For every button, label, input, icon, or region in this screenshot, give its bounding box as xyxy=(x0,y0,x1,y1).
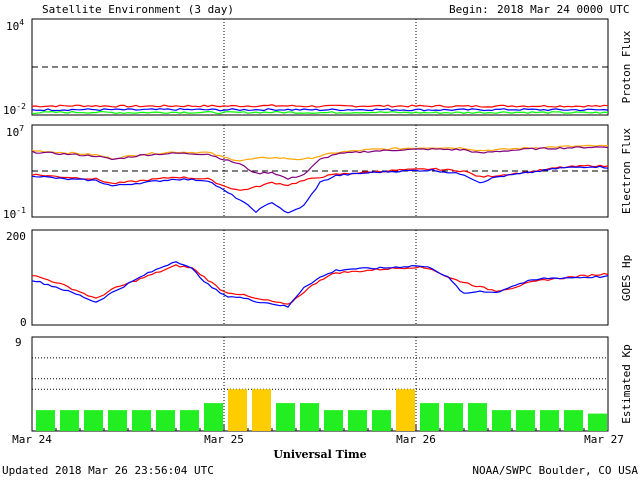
kp-bar-11 xyxy=(300,403,319,431)
kp-bar-14 xyxy=(372,410,391,431)
kp-bar-18 xyxy=(468,403,487,431)
kp-bar-13 xyxy=(348,410,367,431)
time-axis xyxy=(31,425,609,431)
kp-bar-23 xyxy=(588,413,607,431)
kp-ytick-top: 9 xyxy=(15,336,22,349)
begin-label: Begin: xyxy=(449,3,489,16)
kp-bar-15 xyxy=(396,389,415,431)
kp-bar-22 xyxy=(564,410,583,431)
kp-bar-16 xyxy=(420,403,439,431)
electron-series-purple xyxy=(31,146,609,180)
electron-panel-frame xyxy=(31,124,609,218)
electron-series-red xyxy=(31,164,609,191)
kp-bar-6 xyxy=(180,410,199,431)
proton-series-red xyxy=(31,104,609,108)
kp-bar-12 xyxy=(324,410,343,431)
proton-ytick-top-exp: 4 xyxy=(19,18,24,27)
kp-chart xyxy=(32,336,608,431)
proton-ytick-bottom: 10-2 xyxy=(3,102,26,117)
proton-series-green xyxy=(31,110,609,115)
kp-bar-2 xyxy=(84,410,103,431)
hp-ytick-bottom: 0 xyxy=(20,316,27,329)
goes_hp-series-blue xyxy=(31,261,609,308)
xtick-mar25: Mar 25 xyxy=(204,433,244,446)
kp-bar-10 xyxy=(276,403,295,431)
electron-ytick-top-exp: 7 xyxy=(19,124,24,133)
xtick-mar24: Mar 24 xyxy=(12,433,52,446)
electron-flux-chart xyxy=(31,125,609,217)
kp-bar-9 xyxy=(252,389,271,431)
electron-series-blue xyxy=(31,165,609,214)
kp-bar-21 xyxy=(540,410,559,431)
source-credit: NOAA/SWPC Boulder, CO USA xyxy=(472,464,638,477)
kp-bar-7 xyxy=(204,403,223,431)
kp-bar-3 xyxy=(108,410,127,431)
electron-ytick-bottom: 10-1 xyxy=(3,206,26,221)
electron-ytick-top: 107 xyxy=(6,124,24,139)
electron-ytick-bottom-exp: -1 xyxy=(16,206,26,215)
updated-timestamp: Updated 2018 Mar 26 23:56:04 UTC xyxy=(2,464,214,477)
proton-ytick-top: 104 xyxy=(6,18,24,33)
goes-hp-chart xyxy=(31,230,609,325)
proton-panel-frame xyxy=(31,18,609,116)
kp-bar-8 xyxy=(228,389,247,431)
kp-bar-4 xyxy=(132,410,151,431)
goes_hp-series-red xyxy=(31,264,609,305)
kp-bar-20 xyxy=(516,410,535,431)
kp-bar-19 xyxy=(492,410,511,431)
electron-series-orange xyxy=(31,144,608,162)
begin-value: 2018 Mar 24 0000 UTC xyxy=(497,3,629,16)
proton-ytick-bottom-exp: -2 xyxy=(16,102,26,111)
hp-ytick-top: 200 xyxy=(6,230,26,243)
plot-title: Satellite Environment (3 day) xyxy=(42,3,234,16)
kp-bar-0 xyxy=(36,410,55,431)
goes-hp-panel-frame xyxy=(31,229,609,326)
xaxis-title: Universal Time xyxy=(273,448,366,461)
kp-ylabel: Estimated Kp xyxy=(620,344,633,423)
kp-bar-5 xyxy=(156,410,175,431)
proton-series-blue xyxy=(31,107,609,112)
proton-ylabel: Proton Flux xyxy=(620,30,633,103)
xtick-mar26: Mar 26 xyxy=(396,433,436,446)
kp-bar-1 xyxy=(60,410,79,431)
xtick-mar27: Mar 27 xyxy=(584,433,624,446)
proton-flux-chart xyxy=(31,19,609,115)
electron-ylabel: Electron Flux xyxy=(620,128,633,214)
hp-ylabel: GOES Hp xyxy=(620,255,633,301)
kp-bar-17 xyxy=(444,403,463,431)
